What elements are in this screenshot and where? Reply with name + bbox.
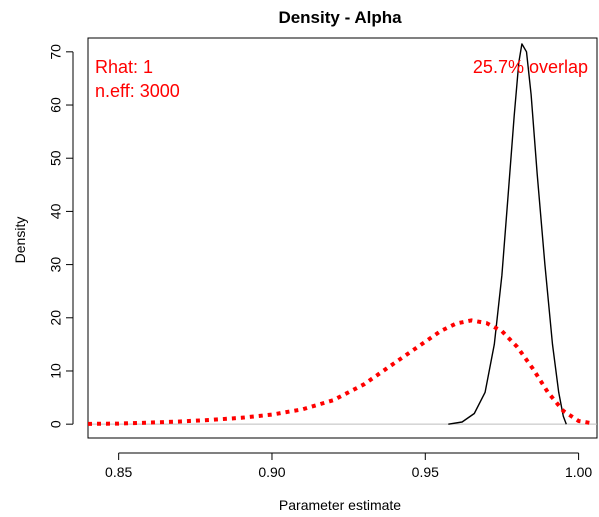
- y-tick-label: 20: [48, 310, 64, 326]
- plot-area: [87, 37, 598, 439]
- y-tick-label: 10: [48, 363, 64, 379]
- x-tick-label: 1.00: [565, 464, 592, 480]
- y-axis-label: Density: [12, 217, 28, 264]
- x-axis-label: Parameter estimate: [279, 497, 401, 513]
- x-axis: 0.85 0.90 0.95 1.00: [105, 452, 592, 480]
- series-layer: [87, 43, 595, 426]
- y-tick-label: 30: [48, 257, 64, 273]
- y-axis: 0 10 20 30 40 50 60 70: [48, 44, 74, 428]
- rhat-annotation: Rhat: 1: [95, 57, 153, 77]
- y-tick-label: 50: [48, 150, 64, 166]
- x-tick-label: 0.85: [105, 464, 132, 480]
- neff-annotation: n.eff: 3000: [95, 81, 180, 101]
- dotted-density-line: [87, 318, 595, 426]
- y-tick-label: 40: [48, 203, 64, 219]
- overlap-annotation: 25.7% overlap: [473, 57, 588, 77]
- y-tick-label: 70: [48, 44, 64, 60]
- x-tick-label: 0.90: [258, 464, 285, 480]
- solid-density-line: [448, 43, 567, 425]
- chart-title: Density - Alpha: [278, 8, 402, 27]
- plot-frame: [87, 37, 598, 439]
- x-tick-label: 0.95: [412, 464, 439, 480]
- y-tick-label: 60: [48, 97, 64, 113]
- y-tick-label: 0: [48, 420, 64, 428]
